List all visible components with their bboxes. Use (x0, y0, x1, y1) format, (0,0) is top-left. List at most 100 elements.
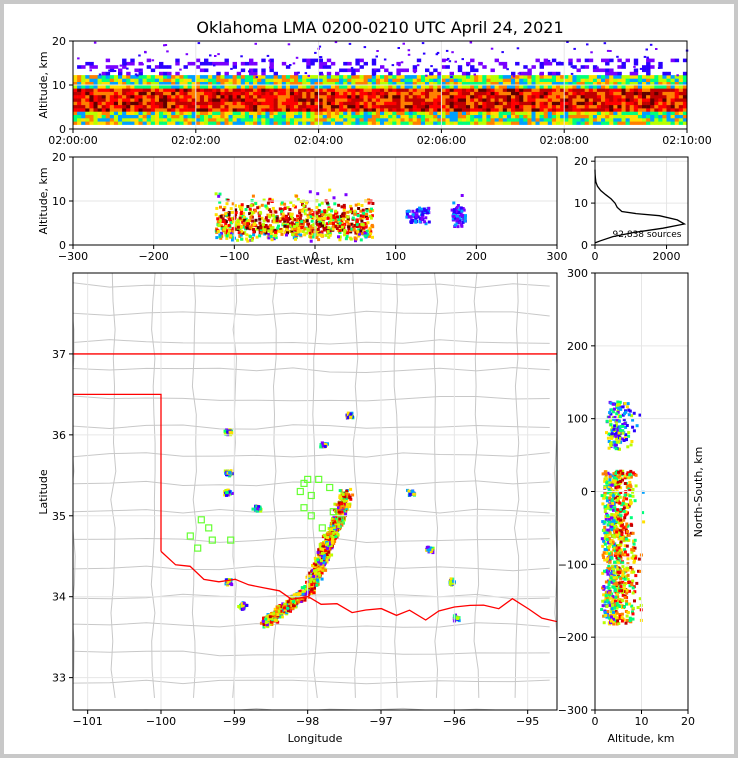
time-altitude-cell (662, 121, 667, 125)
time-altitude-cell (113, 81, 119, 86)
plan-view-cell (291, 600, 295, 604)
time-altitude-cell (318, 98, 323, 102)
eastwest-altitude-cell (215, 206, 219, 210)
plan-view-cell (266, 625, 270, 629)
time-altitude-cell (523, 114, 528, 119)
time-altitude-cell (261, 68, 266, 73)
time-altitude-cell (400, 94, 405, 99)
time-altitude-cell (347, 111, 352, 115)
time-altitude-cell (506, 78, 512, 82)
time-altitude-cell (232, 101, 237, 106)
time-altitude-cell (613, 98, 618, 102)
eastwest-altitude-cell (341, 221, 344, 225)
time-altitude-cell (363, 75, 368, 79)
time-altitude-cell (658, 94, 663, 99)
time-altitude-cell (425, 101, 430, 106)
time-altitude-cell (535, 118, 540, 122)
time-altitude-cell (642, 78, 647, 82)
time-altitude-cell (208, 111, 213, 115)
eastwest-altitude-cell (337, 235, 340, 239)
eastwest-altitude-cell (286, 223, 290, 227)
time-altitude-cell (448, 60, 452, 63)
eastwest-altitude-cell (427, 206, 431, 210)
time-altitude-cell (109, 88, 115, 92)
eastwest-altitude-cell (296, 230, 300, 234)
time-altitude-cell (682, 108, 688, 112)
time-altitude-cell (85, 78, 90, 82)
eastwest-altitude-cell (343, 222, 347, 226)
plan-view-cell (259, 621, 263, 625)
time-altitude-cell (666, 108, 671, 112)
time-altitude-cell (490, 47, 494, 50)
plan-view-cell (318, 573, 322, 577)
time-altitude-cell (392, 104, 397, 109)
eastwest-altitude-cell (453, 216, 457, 220)
time-altitude-cell (249, 91, 254, 96)
time-altitude-cell (97, 104, 102, 109)
plan-view-cell (305, 575, 309, 579)
eastwest-altitude-cell (455, 205, 459, 209)
time-altitude-cell (81, 104, 86, 109)
time-altitude-cell (257, 108, 262, 112)
time-altitude-cell (98, 73, 102, 76)
time-altitude-cell (478, 91, 483, 96)
plan-view-cell (321, 544, 325, 548)
time-altitude-cell (470, 111, 475, 115)
time-altitude-cell (621, 88, 626, 92)
time-altitude-cell (551, 94, 557, 99)
eastwest-altitude-cell (255, 235, 259, 239)
time-altitude-cell (236, 114, 242, 119)
time-altitude-cell (482, 98, 487, 102)
time-altitude-cell (609, 104, 614, 109)
time-altitude-cell (266, 54, 270, 57)
time-altitude-cell (572, 94, 577, 99)
time-altitude-cell (633, 114, 639, 119)
time-altitude-cell (208, 78, 213, 82)
time-altitude-cell (159, 88, 164, 92)
eastwest-altitude-density (214, 188, 467, 243)
time-altitude-cell (314, 75, 319, 79)
plan-view-cell (327, 527, 331, 530)
time-altitude-cell (191, 75, 197, 79)
time-altitude-cell (277, 85, 283, 89)
time-altitude-cell (490, 75, 495, 79)
time-altitude-cell (130, 101, 135, 106)
time-altitude-cell (306, 85, 311, 89)
time-altitude-cell (335, 101, 340, 106)
time-altitude-cell (388, 85, 393, 89)
time-altitude-cell (281, 114, 287, 119)
eastwest-altitude-cell (334, 209, 338, 213)
time-altitude-cell (388, 111, 393, 115)
time-altitude-cell (408, 91, 414, 96)
time-altitude-cell (326, 88, 332, 92)
time-altitude-cell (159, 78, 164, 82)
eastwest-altitude-cell (302, 220, 306, 224)
time-altitude-cell (482, 114, 487, 119)
time-altitude-cell (314, 101, 319, 106)
time-altitude-cell (568, 78, 573, 82)
time-altitude-cell (433, 108, 438, 112)
plan-view-cell (330, 541, 334, 545)
time-altitude-cell (650, 91, 655, 96)
time-altitude-cell (122, 88, 127, 92)
time-altitude-cell (580, 111, 585, 115)
time-altitude-cell (89, 114, 94, 119)
time-altitude-cell (486, 108, 491, 112)
time-altitude-cell (609, 101, 614, 106)
time-altitude-cell (363, 78, 368, 82)
time-altitude-cell (273, 81, 278, 86)
time-altitude-cell (273, 118, 278, 122)
time-altitude-cell (375, 68, 381, 73)
time-altitude-cell (670, 101, 675, 106)
time-altitude-cell (359, 111, 364, 115)
eastwest-altitude-cell (365, 209, 369, 213)
time-altitude-cell (294, 81, 299, 86)
eastwest-altitude-cell (305, 231, 309, 235)
time-altitude-cell (204, 108, 209, 112)
eastwest-altitude-cell (420, 215, 424, 219)
time-altitude-cell (494, 88, 499, 92)
time-altitude-cell (212, 88, 217, 92)
time-altitude-cell (625, 58, 630, 63)
time-altitude-cell (502, 75, 508, 79)
time-altitude-cell (629, 88, 635, 92)
